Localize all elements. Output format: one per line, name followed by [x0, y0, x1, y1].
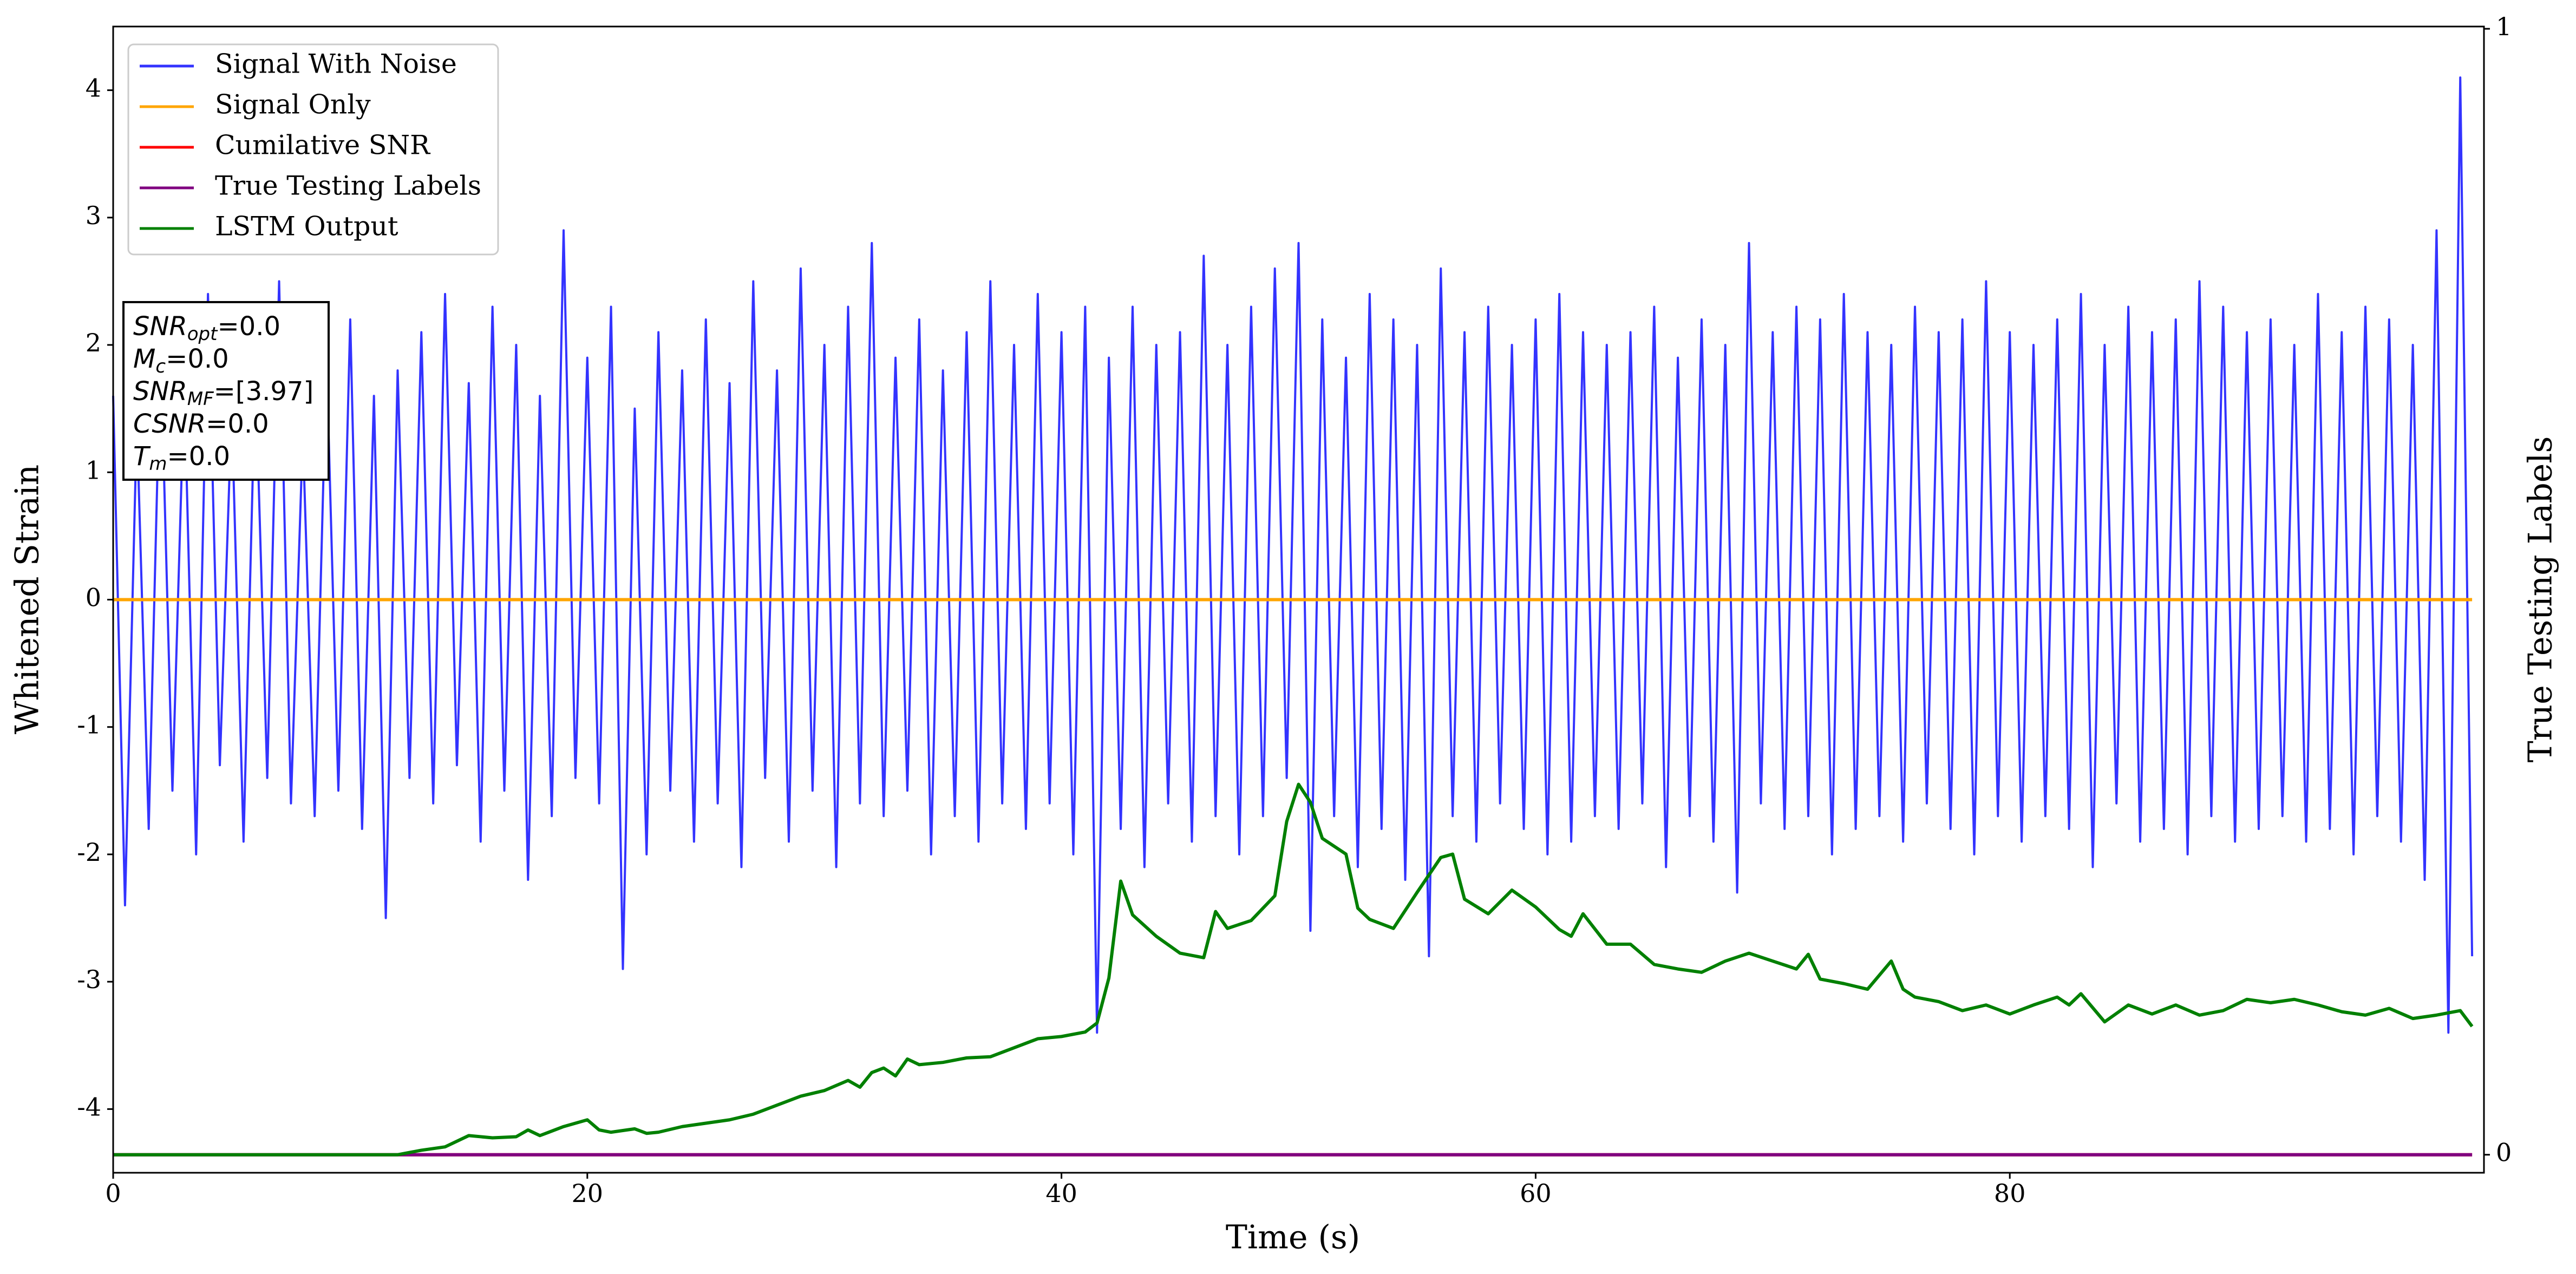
x-tick-label: 40	[1045, 1179, 1077, 1208]
annotation-frame	[122, 301, 330, 481]
y-tick-label: -4	[77, 1092, 101, 1121]
annotation-subscript: opt	[187, 323, 218, 345]
annotation-value: =0.0	[217, 311, 280, 342]
legend-label: Signal Only	[215, 89, 371, 120]
annotation-symbol: M	[133, 344, 155, 374]
x-tick-label: 20	[572, 1179, 604, 1208]
annotation-line: Mc=0.0	[133, 344, 229, 377]
annotation-value: =0.0	[206, 409, 269, 439]
annotation-subscript: MF	[187, 388, 214, 410]
y-tick-label: -1	[77, 710, 101, 740]
y2-tick-label: 0	[2496, 1138, 2512, 1167]
y2-tick-label: 1	[2496, 12, 2512, 41]
y-tick-label: -3	[77, 965, 101, 994]
y2-axis-label: True Testing Labels	[2522, 436, 2560, 763]
x-tick-label: 80	[1994, 1179, 2026, 1208]
legend-label: LSTM Output	[215, 211, 398, 242]
plot-area	[112, 76, 2474, 1157]
annotation-line: Tm=0.0	[133, 441, 230, 475]
annotation-line: SNRMF=[3.97]	[133, 376, 313, 410]
series-line	[112, 76, 2474, 1034]
annotation-line: SNRopt=0.0	[133, 311, 280, 345]
annotation-symbol: SNR	[133, 311, 187, 342]
annotation-value: =[3.97]	[214, 376, 314, 407]
annotation-symbol: CSNR	[133, 409, 206, 439]
y-tick-label: -2	[77, 838, 101, 867]
y-axis-label: Whitened Strain	[9, 465, 47, 734]
annotation-subscript: m	[149, 453, 167, 475]
series-line	[113, 782, 2474, 1157]
x-tick-label: 0	[105, 1179, 121, 1208]
annotation-box: SNRopt=0.0Mc=0.0SNRMF=[3.97]CSNR=0.0Tm=0…	[122, 301, 330, 481]
annotation-subscript: c	[155, 356, 166, 377]
annotation-line: CSNR=0.0	[133, 409, 269, 439]
y-tick-label: 0	[86, 583, 101, 612]
annotation-symbol: T	[133, 441, 151, 472]
y-tick-label: 3	[86, 201, 101, 230]
annotation-value: =0.0	[166, 344, 229, 374]
x-tick-label: 60	[1520, 1179, 1552, 1208]
legend-box	[127, 43, 499, 256]
annotation-value: =0.0	[167, 441, 230, 472]
legend: Signal With Noise Signal Only Cumilative S…	[127, 43, 499, 256]
legend-label: True Testing Labels	[215, 171, 481, 201]
y-tick-label: 2	[86, 328, 101, 357]
y-tick-label: 4	[86, 74, 101, 103]
x-axis-label: Time (s)	[1226, 1219, 1360, 1257]
legend-label: Signal With Noise	[215, 49, 457, 80]
annotation-symbol: SNR	[133, 376, 187, 407]
y-tick-label: 1	[86, 455, 101, 485]
legend-label: Cumilative SNR	[215, 130, 431, 161]
